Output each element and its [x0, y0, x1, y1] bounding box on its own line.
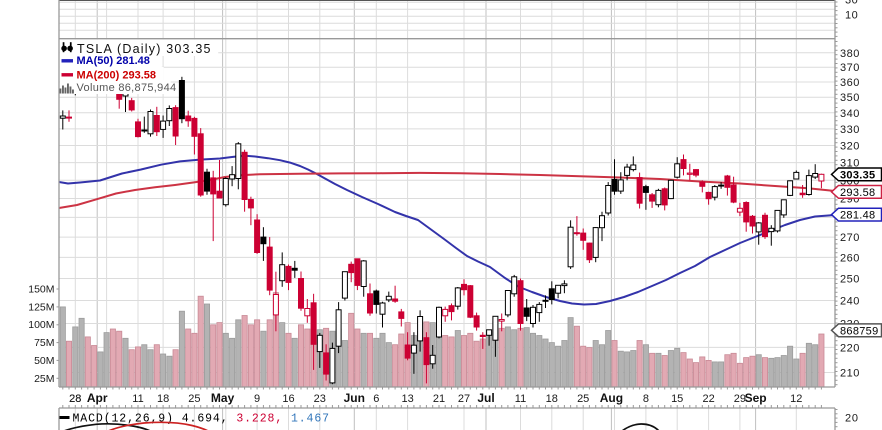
svg-text:18: 18 — [157, 393, 169, 405]
svg-text:11: 11 — [515, 393, 526, 405]
svg-text:260: 260 — [840, 252, 860, 264]
svg-text:13: 13 — [401, 393, 413, 405]
svg-text:Sep: Sep — [745, 391, 767, 405]
svg-text:Apr: Apr — [87, 391, 108, 405]
svg-text:320: 320 — [840, 141, 860, 153]
svg-text:Volume 86,875,944: Volume 86,875,944 — [77, 82, 177, 94]
svg-text:20: 20 — [845, 413, 859, 425]
svg-text:350: 350 — [840, 92, 860, 104]
svg-text:303.35: 303.35 — [840, 169, 875, 181]
svg-text:Jun: Jun — [344, 391, 365, 405]
svg-text:210: 210 — [840, 368, 860, 380]
svg-text:125M: 125M — [28, 301, 54, 313]
svg-text:220: 220 — [840, 342, 860, 354]
svg-text:28: 28 — [69, 393, 81, 405]
svg-text:MA(200) 293.58: MA(200) 293.58 — [77, 70, 157, 82]
svg-text:25M: 25M — [34, 373, 54, 385]
svg-text:29: 29 — [734, 393, 746, 405]
svg-text:TSLA (Daily) 303.35: TSLA (Daily) 303.35 — [77, 42, 212, 56]
svg-text:23: 23 — [314, 393, 326, 405]
svg-text:12: 12 — [790, 393, 802, 405]
svg-text:240: 240 — [840, 296, 860, 308]
svg-text:Aug: Aug — [600, 391, 623, 405]
svg-text:6: 6 — [373, 393, 379, 405]
svg-text:MACD(12,26,9) 4.694, 3.228, 1.: MACD(12,26,9) 4.694, 3.228, 1.467 — [73, 412, 330, 425]
svg-text:50M: 50M — [34, 355, 54, 367]
svg-text:281.48: 281.48 — [840, 210, 875, 222]
svg-text:380: 380 — [840, 48, 860, 60]
svg-text:370: 370 — [840, 62, 860, 74]
svg-text:MA(50) 281.48: MA(50) 281.48 — [77, 55, 150, 67]
svg-text:16: 16 — [282, 393, 294, 405]
svg-text:868759: 868759 — [840, 325, 879, 337]
svg-text:75M: 75M — [34, 337, 54, 349]
svg-text:360: 360 — [840, 77, 860, 89]
svg-text:270: 270 — [840, 232, 860, 244]
svg-text:22: 22 — [702, 393, 714, 405]
svg-text:25: 25 — [577, 393, 589, 405]
svg-text:100M: 100M — [28, 319, 54, 331]
svg-text:May: May — [211, 391, 235, 405]
svg-text:28: 28 — [69, 393, 81, 405]
svg-text:150M: 150M — [28, 284, 54, 296]
svg-text:Jul: Jul — [477, 391, 494, 405]
svg-text:25: 25 — [188, 393, 200, 405]
svg-text:330: 330 — [840, 124, 860, 136]
svg-text:10: 10 — [845, 10, 858, 22]
svg-text:250: 250 — [840, 274, 860, 286]
svg-text:9: 9 — [254, 393, 260, 405]
svg-text:8: 8 — [643, 393, 649, 405]
svg-text:15: 15 — [671, 393, 683, 405]
svg-text:21: 21 — [433, 393, 445, 405]
svg-text:27: 27 — [458, 393, 470, 405]
svg-text:293.58: 293.58 — [840, 187, 875, 199]
svg-text:11: 11 — [132, 393, 143, 405]
svg-text:18: 18 — [546, 393, 558, 405]
svg-text:30: 30 — [845, 0, 858, 7]
svg-text:310: 310 — [840, 158, 860, 170]
svg-text:340: 340 — [840, 108, 860, 120]
